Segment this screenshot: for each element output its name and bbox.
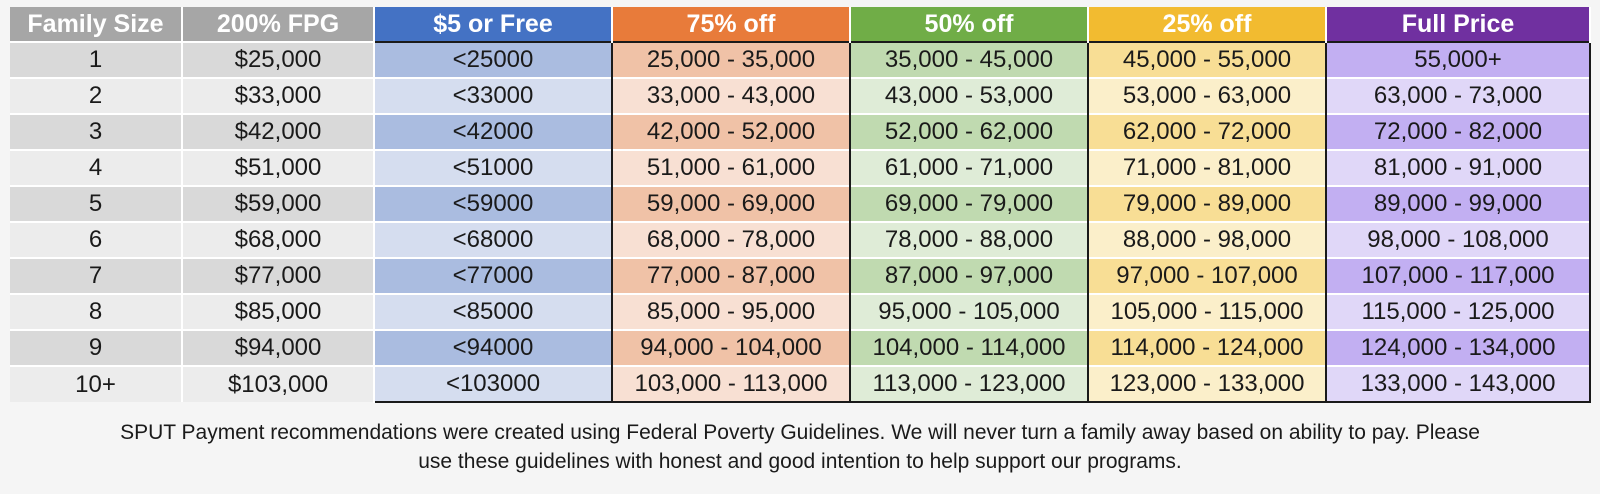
fpg-cell: $85,000 — [182, 293, 375, 330]
header-75-off: 75% off — [612, 7, 851, 42]
off-75-cell: 59,000 - 69,000 — [611, 185, 850, 222]
fpg-cell: $42,000 — [182, 113, 375, 150]
full-price-cell: 89,000 - 99,000 — [1325, 185, 1591, 222]
fpg-cell: $25,000 — [182, 41, 375, 78]
full-price-cell: 81,000 - 91,000 — [1325, 149, 1591, 186]
off-25-cell: 97,000 - 107,000 — [1087, 257, 1326, 294]
table-row: 5 $59,000 <59000 59,000 - 69,000 69,000 - 79… — [10, 185, 1591, 222]
fpg-cell: $94,000 — [182, 329, 375, 366]
full-price-cell: 115,000 - 125,000 — [1325, 293, 1591, 330]
free-cell: <77000 — [373, 257, 612, 294]
header-50-off: 50% off — [850, 7, 1089, 42]
fpg-cell: $33,000 — [182, 77, 375, 114]
off-50-cell: 113,000 - 123,000 — [849, 365, 1088, 403]
family-size-cell: 1 — [10, 41, 183, 78]
off-50-cell: 52,000 - 62,000 — [849, 113, 1088, 150]
full-price-cell: 72,000 - 82,000 — [1325, 113, 1591, 150]
off-50-cell: 87,000 - 97,000 — [849, 257, 1088, 294]
full-price-cell: 98,000 - 108,000 — [1325, 221, 1591, 258]
off-25-cell: 123,000 - 133,000 — [1087, 365, 1326, 403]
free-cell: <51000 — [373, 149, 612, 186]
fpg-cell: $51,000 — [182, 149, 375, 186]
off-75-cell: 68,000 - 78,000 — [611, 221, 850, 258]
free-cell: <94000 — [373, 329, 612, 366]
table-row: 1 $25,000 <25000 25,000 - 35,000 35,000 - 45… — [10, 41, 1591, 78]
off-75-cell: 103,000 - 113,000 — [611, 365, 850, 403]
full-price-cell: 63,000 - 73,000 — [1325, 77, 1591, 114]
off-25-cell: 62,000 - 72,000 — [1087, 113, 1326, 150]
family-size-cell: 10+ — [10, 365, 183, 402]
family-size-cell: 3 — [10, 113, 183, 150]
off-75-cell: 77,000 - 87,000 — [611, 257, 850, 294]
off-75-cell: 33,000 - 43,000 — [611, 77, 850, 114]
family-size-cell: 9 — [10, 329, 183, 366]
table-row: 8 $85,000 <85000 85,000 - 95,000 95,000 - 10… — [10, 293, 1591, 330]
family-size-cell: 8 — [10, 293, 183, 330]
free-cell: <42000 — [373, 113, 612, 150]
off-25-cell: 114,000 - 124,000 — [1087, 329, 1326, 366]
off-25-cell: 105,000 - 115,000 — [1087, 293, 1326, 330]
fpg-cell: $103,000 — [182, 365, 375, 402]
off-25-cell: 79,000 - 89,000 — [1087, 185, 1326, 222]
off-75-cell: 51,000 - 61,000 — [611, 149, 850, 186]
fpg-cell: $68,000 — [182, 221, 375, 258]
payment-guidelines-table: Family Size 200% FPG $5 or Free 75% off … — [10, 7, 1591, 403]
table-row: 3 $42,000 <42000 42,000 - 52,000 52,000 - 62… — [10, 113, 1591, 150]
off-75-cell: 94,000 - 104,000 — [611, 329, 850, 366]
free-cell: <85000 — [373, 293, 612, 330]
header-fpg: 200% FPG — [182, 7, 375, 42]
table-row: 6 $68,000 <68000 68,000 - 78,000 78,000 - 88… — [10, 221, 1591, 258]
table-row: 7 $77,000 <77000 77,000 - 87,000 87,000 - 97… — [10, 257, 1591, 294]
off-25-cell: 45,000 - 55,000 — [1087, 41, 1326, 78]
header-free: $5 or Free — [374, 7, 613, 42]
off-50-cell: 78,000 - 88,000 — [849, 221, 1088, 258]
free-cell: <25000 — [373, 41, 612, 78]
off-50-cell: 35,000 - 45,000 — [849, 41, 1088, 78]
header-25-off: 25% off — [1088, 7, 1327, 42]
off-25-cell: 53,000 - 63,000 — [1087, 77, 1326, 114]
free-cell: <33000 — [373, 77, 612, 114]
free-cell: <59000 — [373, 185, 612, 222]
full-price-cell: 55,000+ — [1325, 41, 1591, 78]
full-price-cell: 133,000 - 143,000 — [1325, 365, 1591, 403]
header-row: Family Size 200% FPG $5 or Free 75% off … — [10, 7, 1591, 42]
off-75-cell: 42,000 - 52,000 — [611, 113, 850, 150]
off-50-cell: 61,000 - 71,000 — [849, 149, 1088, 186]
family-size-cell: 2 — [10, 77, 183, 114]
off-75-cell: 25,000 - 35,000 — [611, 41, 850, 78]
family-size-cell: 7 — [10, 257, 183, 294]
off-50-cell: 43,000 - 53,000 — [849, 77, 1088, 114]
table-row: 4 $51,000 <51000 51,000 - 61,000 61,000 - 71… — [10, 149, 1591, 186]
header-family-size: Family Size — [10, 7, 183, 42]
off-75-cell: 85,000 - 95,000 — [611, 293, 850, 330]
fpg-cell: $59,000 — [182, 185, 375, 222]
off-50-cell: 104,000 - 114,000 — [849, 329, 1088, 366]
fpg-cell: $77,000 — [182, 257, 375, 294]
family-size-cell: 6 — [10, 221, 183, 258]
full-price-cell: 124,000 - 134,000 — [1325, 329, 1591, 366]
family-size-cell: 4 — [10, 149, 183, 186]
off-50-cell: 69,000 - 79,000 — [849, 185, 1088, 222]
table-row: 9 $94,000 <94000 94,000 - 104,000 104,000 - … — [10, 329, 1591, 366]
table-row: 2 $33,000 <33000 33,000 - 43,000 43,000 - 53… — [10, 77, 1591, 114]
free-cell: <68000 — [373, 221, 612, 258]
footer-note-line-1: SPUT Payment recommendations were create… — [120, 421, 1480, 444]
off-50-cell: 95,000 - 105,000 — [849, 293, 1088, 330]
footer-note-line-2: use these guidelines with honest and goo… — [418, 450, 1182, 473]
off-25-cell: 88,000 - 98,000 — [1087, 221, 1326, 258]
table-row: 10+ $103,000 <103000 103,000 - 113,000 113,0… — [10, 365, 1591, 403]
footer-note: SPUT Payment recommendations were create… — [20, 418, 1580, 476]
free-cell: <103000 — [373, 365, 612, 403]
header-full-price: Full Price — [1326, 7, 1591, 42]
full-price-cell: 107,000 - 117,000 — [1325, 257, 1591, 294]
family-size-cell: 5 — [10, 185, 183, 222]
off-25-cell: 71,000 - 81,000 — [1087, 149, 1326, 186]
